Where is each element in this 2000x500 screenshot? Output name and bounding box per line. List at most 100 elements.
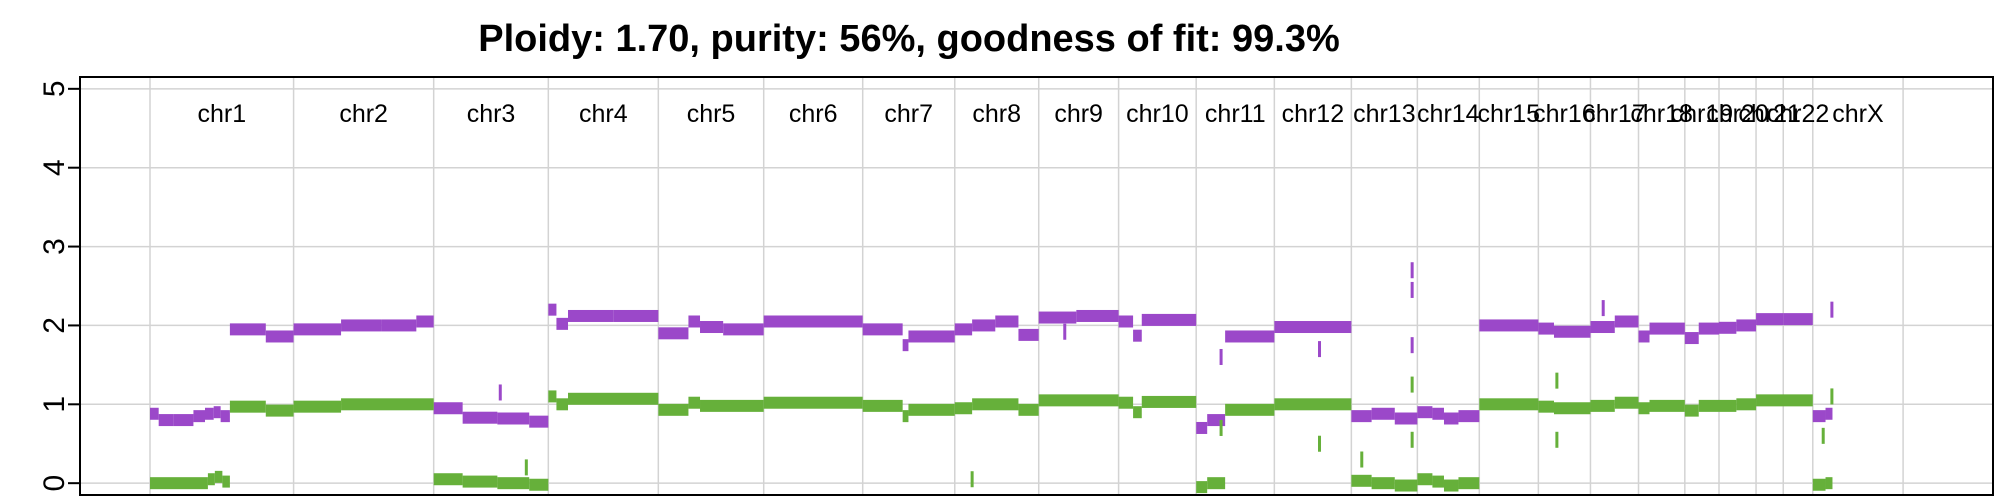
minor-cn-segment	[529, 478, 549, 491]
minor-cn-segment	[1207, 477, 1226, 490]
total-cn-segment	[416, 315, 434, 328]
minor-cn-segment	[862, 399, 903, 412]
minor-cn-segment	[1118, 396, 1134, 409]
total-cn-segment	[220, 410, 230, 423]
outlier-mark	[1410, 337, 1414, 354]
chromosome-label-chr11: chr11	[1205, 100, 1266, 128]
minor-cn-segment	[1432, 475, 1444, 488]
total-cn-segment	[908, 330, 955, 343]
total-cn-segment	[1812, 410, 1826, 423]
outlier-mark	[1410, 431, 1414, 448]
total-cn-segment	[548, 303, 557, 316]
total-cn-segment	[1225, 330, 1275, 343]
minor-cn-segment	[1458, 477, 1480, 490]
total-cn-segment	[1038, 311, 1077, 324]
chromosome-label-chr15: chr15	[1478, 100, 1541, 128]
total-cn-segment	[1736, 319, 1757, 332]
minor-cn-segment	[265, 404, 294, 417]
minor-cn-segment	[763, 396, 863, 409]
minor-cn-segment	[1698, 399, 1719, 412]
total-cn-segment	[1371, 407, 1395, 420]
chromosome-label-chr4: chr4	[579, 100, 628, 128]
chromosome-label-chr3: chr3	[467, 100, 516, 128]
minor-cn-segment	[1018, 403, 1039, 416]
outlier-mark	[1360, 451, 1364, 468]
chart-title: Ploidy: 1.70, purity: 56%, goodness of f…	[478, 18, 1340, 60]
minor-cn-segment	[1553, 402, 1591, 415]
total-cn-segment	[995, 315, 1019, 328]
total-cn-segment	[1133, 329, 1142, 342]
minor-cn-segment	[497, 477, 530, 490]
y-tick-label-3: 3	[38, 238, 71, 255]
total-cn-segment	[229, 323, 266, 336]
minor-cn-segment	[1638, 402, 1650, 415]
minor-cn-segment	[908, 403, 955, 416]
chromosome-label-chr13: chr13	[1353, 100, 1416, 128]
total-cn-segment	[1351, 410, 1372, 423]
total-cn-segment	[568, 309, 614, 322]
y-tick-label-5: 5	[38, 80, 71, 97]
total-cn-segment	[173, 414, 194, 427]
chromosome-label-chr10: chr10	[1126, 100, 1189, 128]
minor-cn-segment	[1038, 394, 1119, 407]
total-cn-segment	[158, 414, 174, 427]
minor-cn-segment	[433, 473, 463, 486]
outlier-mark	[970, 471, 974, 488]
total-cn-segment	[658, 327, 689, 340]
chromosome-label-chr20: chr20	[1706, 100, 1769, 128]
total-cn-segment	[763, 315, 863, 328]
y-tick-label-1: 1	[38, 396, 71, 413]
minor-cn-segment	[229, 400, 266, 413]
total-cn-segment	[1443, 412, 1459, 425]
minor-cn-segment	[1649, 399, 1685, 412]
total-cn-segment	[1825, 407, 1833, 420]
total-cn-segment	[972, 319, 996, 332]
chromosome-label-chr19: chr19	[1671, 100, 1734, 128]
total-cn-segment	[462, 411, 498, 424]
outlier-mark	[1830, 301, 1834, 318]
minor-cn-segment	[1756, 394, 1813, 407]
minor-cn-segment	[688, 396, 701, 409]
minor-cn-segment	[556, 398, 569, 411]
total-cn-segment	[529, 415, 549, 428]
total-cn-segment	[1479, 319, 1539, 332]
chromosome-label-chr12: chr12	[1282, 100, 1345, 128]
copy-number-segments	[150, 303, 1833, 494]
total-cn-segment	[205, 407, 214, 420]
total-cn-segment	[1649, 322, 1685, 335]
minor-cn-segment	[1718, 399, 1737, 412]
total-cn-segment	[1417, 406, 1433, 419]
y-axis: 0 1 2 3 4 5	[38, 80, 80, 492]
outlier-mark	[1555, 431, 1559, 448]
total-cn-segment	[1638, 330, 1650, 343]
outlier-mark	[1410, 281, 1414, 298]
minor-cn-segment	[1196, 481, 1208, 494]
total-cn-segment	[265, 330, 294, 343]
minor-cn-segment	[700, 399, 764, 412]
total-cn-segment	[497, 412, 530, 425]
chromosome-label-chr17: chr17	[1583, 100, 1646, 128]
total-cn-segment	[1394, 412, 1418, 425]
total-cn-segment	[1076, 309, 1119, 322]
total-cn-segment	[1698, 322, 1719, 335]
total-cn-segment	[1458, 410, 1480, 423]
chromosome-label-chr16: chr16	[1533, 100, 1596, 128]
outlier-mark	[1318, 435, 1322, 452]
chromosome-labels: chr1 chr2 chr3 chr4 chr5 chr6 chr7 chr8 chr9 chr1…	[197, 100, 1883, 128]
outlier-mark	[524, 459, 528, 476]
outlier-mark	[1063, 323, 1067, 340]
minor-cn-segment	[1684, 404, 1699, 417]
total-cn-segment	[1274, 321, 1352, 334]
total-cn-segment	[1141, 313, 1197, 326]
minor-cn-segment	[1479, 398, 1539, 411]
total-cn-segment	[381, 319, 417, 332]
minor-cn-segment	[1133, 406, 1142, 419]
minor-cn-segment	[972, 398, 1019, 411]
minor-cn-segment	[902, 410, 909, 423]
outlier-mark	[1410, 376, 1414, 393]
total-cn-segment	[1553, 325, 1591, 338]
total-cn-segment	[1684, 332, 1699, 345]
total-cn-segment	[150, 407, 159, 420]
chromosome-label-chr14: chr14	[1417, 100, 1480, 128]
y-tick-label-0: 0	[38, 475, 71, 492]
